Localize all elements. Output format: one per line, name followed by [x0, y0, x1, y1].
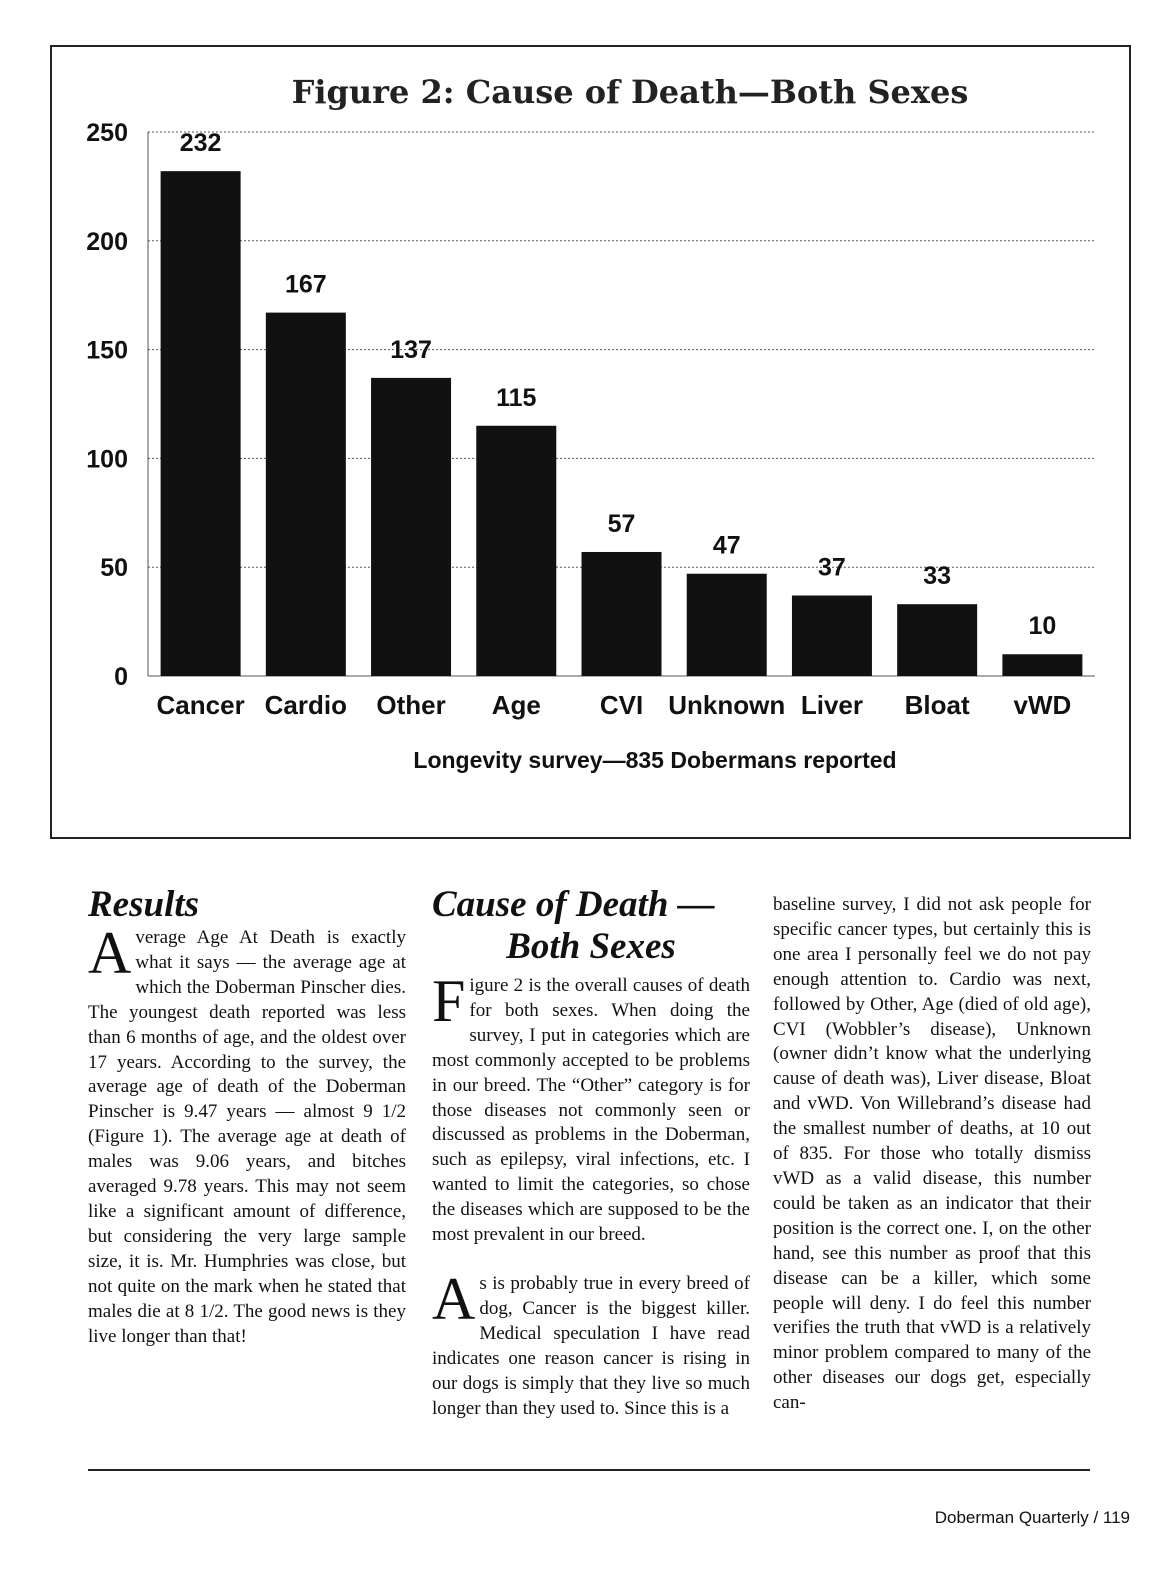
drop-cap: A — [88, 920, 132, 986]
x-tick-label: CVI — [600, 690, 643, 720]
data-label: 57 — [608, 510, 636, 538]
bar-cardio — [265, 312, 346, 676]
y-tick-label: 50 — [100, 554, 128, 582]
drop-cap: F — [432, 968, 466, 1034]
x-axis-label: Longevity survey—835 Dobermans reported — [413, 747, 896, 773]
data-label: 33 — [923, 562, 951, 590]
data-label: 37 — [818, 553, 846, 581]
bar-liver — [791, 595, 872, 676]
x-tick-label: Cardio — [265, 690, 347, 720]
continued-column: baseline survey, I did not ask people fo… — [773, 893, 1091, 1416]
bar-unknown — [686, 573, 767, 676]
data-label: 137 — [390, 336, 432, 364]
data-label: 10 — [1028, 612, 1056, 640]
y-tick-label: 0 — [114, 663, 128, 691]
chart-title: Figure 2: Cause of Death—Both Sexes — [292, 73, 969, 111]
y-tick-label: 100 — [86, 445, 128, 473]
data-label: 47 — [713, 532, 741, 560]
bar-chart: Figure 2: Cause of Death—Both Sexes 0 50 10… — [86, 73, 1095, 773]
page-footer: Doberman Quarterly / 119 — [934, 1508, 1130, 1527]
y-tick-label: 200 — [86, 228, 128, 256]
x-tick-label: vWD — [1013, 690, 1071, 720]
cause-paragraph-2: s is probably true in every breed of dog… — [432, 1272, 750, 1419]
x-tick-label: Liver — [801, 690, 863, 720]
cause-heading-line2: Both Sexes — [506, 926, 676, 967]
data-label: 115 — [496, 384, 536, 412]
bar-vwd — [1002, 654, 1083, 676]
bar-age — [476, 425, 557, 676]
x-tick-label: Other — [376, 690, 445, 720]
bar-cvi — [581, 551, 662, 676]
x-tick-label: Age — [492, 690, 541, 720]
figure-frame — [50, 45, 1131, 839]
bar-bloat — [897, 604, 978, 676]
results-text: verage Age At Death is exactly what it s… — [88, 927, 406, 1347]
data-label: 232 — [180, 129, 222, 157]
results-heading: Results — [88, 884, 200, 925]
cause-paragraph-1: igure 2 is the overall causes of death f… — [432, 975, 750, 1246]
footer-rule — [88, 1469, 1090, 1471]
x-tick-label: Cancer — [157, 690, 245, 720]
drop-cap: A — [432, 1265, 476, 1332]
cause-paragraph-3: baseline survey, I did not ask people fo… — [773, 894, 1091, 1414]
y-tick-label: 150 — [86, 337, 128, 365]
data-label: 167 — [285, 271, 327, 299]
x-tick-label: Unknown — [668, 690, 785, 720]
y-tick-label: 250 — [86, 119, 128, 147]
bar-other — [371, 377, 452, 676]
cause-heading-line1: Cause of Death — — [432, 884, 715, 925]
bar-cancer — [160, 171, 241, 676]
x-tick-label: Bloat — [905, 690, 970, 720]
